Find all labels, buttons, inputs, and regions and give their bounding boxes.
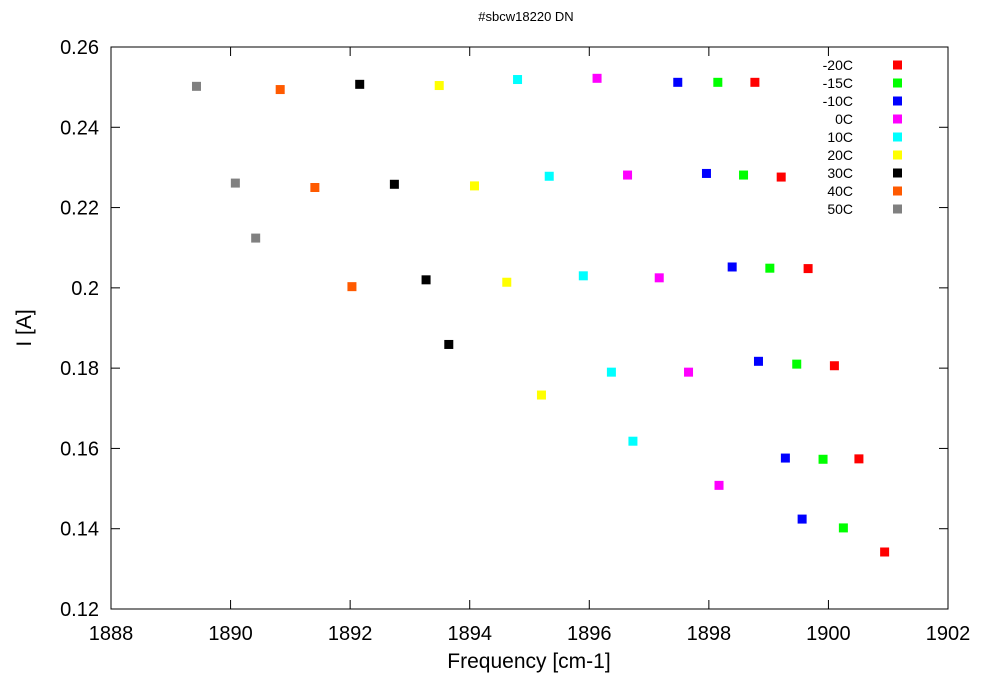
y-axis-title: I [A]: [13, 309, 36, 346]
data-point: [753, 356, 763, 366]
data-point: [739, 170, 749, 180]
data-point: [421, 275, 431, 285]
x-tick-label: 1898: [687, 623, 732, 645]
legend-swatch: [893, 114, 902, 124]
data-point: [727, 262, 737, 272]
x-axis-ticks: 1888 1890 1892 1894 1896 1898 1900 1902: [89, 47, 971, 645]
x-tick-label: 1894: [447, 623, 492, 645]
legend-swatch: [893, 96, 902, 106]
data-point: [310, 183, 320, 192]
data-point: [838, 523, 848, 533]
legend-swatch: [893, 78, 902, 88]
legend-label: 10C: [827, 129, 853, 145]
data-point: [275, 85, 285, 95]
legend-label: -15C: [823, 75, 853, 91]
data-point: [628, 436, 638, 446]
legend-label: 30C: [827, 165, 853, 181]
y-tick-label: 0.26: [60, 37, 99, 59]
data-point: [654, 273, 664, 283]
data-point: [713, 77, 723, 87]
legend-label: -20C: [823, 57, 853, 73]
data-point: [444, 339, 454, 349]
data-point: [829, 361, 839, 371]
x-axis-title: Frequency [cm-1]: [447, 650, 610, 673]
x-tick-label: 1892: [328, 623, 373, 645]
data-point: [606, 367, 616, 377]
data-point: [673, 77, 683, 87]
data-point: [469, 181, 479, 191]
data-point: [544, 171, 554, 181]
data-point: [765, 263, 775, 273]
legend-swatch: [893, 204, 902, 214]
data-point: [355, 79, 365, 89]
legend-label: 50C: [827, 201, 853, 217]
y-tick-label: 0.14: [60, 519, 99, 541]
data-point: [818, 454, 828, 464]
x-tick-label: 1888: [89, 623, 134, 645]
data-point: [880, 547, 890, 557]
data-point: [780, 453, 790, 463]
y-tick-label: 0.22: [60, 198, 99, 220]
data-point: [230, 178, 240, 188]
data-point: [854, 454, 864, 464]
legend-swatch: [893, 186, 902, 196]
x-tick-label: 1896: [567, 623, 612, 645]
x-tick-label: 1902: [926, 623, 971, 645]
y-tick-label: 0.12: [60, 599, 99, 621]
data-point: [251, 233, 261, 243]
legend: -20C -15C -10C 0C 10C 20C 30C 40C 50C: [823, 57, 902, 217]
data-point: [684, 367, 694, 377]
y-tick-label: 0.18: [60, 358, 99, 380]
y-tick-label: 0.16: [60, 438, 99, 460]
legend-label: -10C: [823, 93, 853, 109]
legend-swatch: [893, 168, 902, 178]
data-point: [750, 77, 760, 87]
data-point: [701, 168, 711, 178]
legend-label: 20C: [827, 147, 853, 163]
y-tick-label: 0.2: [71, 278, 99, 300]
data-point: [578, 271, 588, 281]
data-point: [776, 172, 786, 182]
x-tick-label: 1890: [208, 623, 253, 645]
legend-swatch: [893, 150, 902, 160]
data-points: [191, 73, 890, 557]
data-point: [592, 73, 602, 83]
data-point: [513, 75, 523, 85]
data-point: [347, 282, 357, 292]
data-point: [191, 81, 201, 91]
x-tick-label: 1900: [806, 623, 851, 645]
chart-title: #sbcw18220 DN: [478, 9, 573, 24]
y-tick-label: 0.24: [60, 117, 99, 139]
data-point: [502, 277, 512, 287]
data-point: [623, 170, 633, 180]
data-point: [803, 264, 813, 274]
plot-frame: [110, 46, 949, 610]
data-point: [797, 514, 807, 524]
data-point: [714, 480, 724, 490]
data-point: [389, 179, 399, 189]
data-point: [536, 390, 546, 400]
y-axis-ticks: 0.12 0.14 0.16 0.18 0.2 0.22 0.24 0.26: [60, 37, 948, 621]
data-point: [434, 81, 444, 91]
legend-label: 0C: [835, 111, 853, 127]
legend-label: 40C: [827, 183, 853, 199]
data-point: [792, 359, 802, 369]
legend-swatch: [893, 60, 902, 70]
legend-swatch: [893, 132, 902, 142]
